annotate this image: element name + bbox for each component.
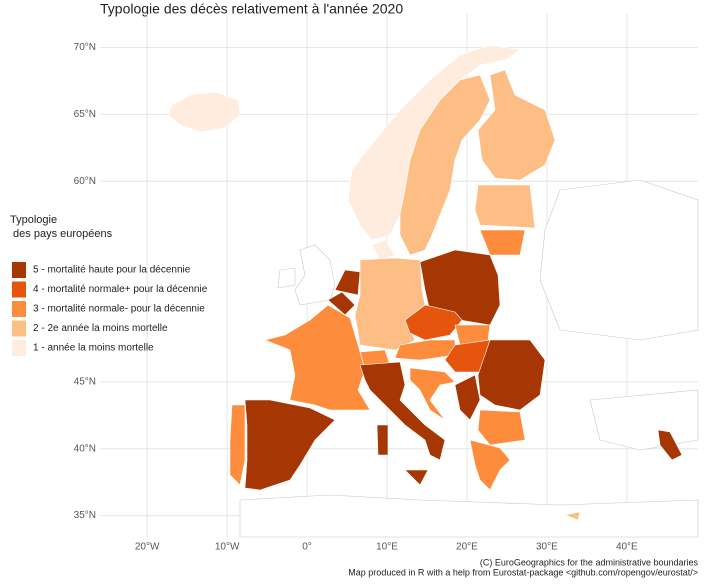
country-outline (539, 179, 699, 341)
country-outline (294, 244, 336, 306)
x-tick-label: 30°E (536, 542, 558, 553)
country (563, 511, 581, 521)
country (404, 469, 429, 486)
country (419, 249, 501, 326)
country (474, 184, 536, 229)
legend-label: 4 - mortalité normale+ pour la décennie (33, 284, 208, 295)
legend-title: des pays européens (10, 228, 113, 240)
country-outline (277, 267, 296, 289)
map-layer (100, 14, 699, 538)
country (264, 304, 371, 411)
country (371, 239, 396, 261)
country (354, 257, 426, 351)
country (327, 291, 356, 316)
legend-label: 1 - année la moins mortelle (33, 343, 154, 354)
y-tick-label: 65°N (74, 109, 96, 120)
country (167, 91, 241, 133)
legend-label: 2 - 2e année la moins mortelle (33, 323, 168, 334)
caption: (C) EuroGeographics for the administrati… (480, 557, 699, 567)
y-tick-label: 70°N (74, 42, 96, 53)
country (334, 269, 361, 296)
caption: Map produced in R with a help from Euros… (348, 567, 698, 577)
legend-label: 5 - mortalité haute pour la décennie (33, 265, 191, 276)
legend-swatch (12, 320, 26, 337)
y-tick-label: 35°N (74, 510, 96, 521)
country (479, 229, 526, 256)
country (376, 424, 389, 456)
map-title: Typologie des décès relativement à l'ann… (100, 1, 403, 17)
country (359, 361, 446, 461)
x-tick-label: 10°E (376, 542, 398, 553)
country (399, 74, 491, 256)
country (454, 374, 481, 421)
country (477, 339, 546, 411)
x-tick-label: 20°W (135, 542, 160, 553)
legend-label: 3 - mortalité normale- pour la décennie (33, 304, 205, 315)
x-tick-label: 20°E (456, 542, 478, 553)
legend-title: Typologie (10, 214, 57, 226)
country (657, 429, 683, 461)
country (477, 409, 526, 446)
y-tick-label: 40°N (74, 443, 96, 454)
country-outline (239, 494, 699, 538)
country (244, 399, 336, 491)
country (409, 367, 456, 421)
legend-swatch (12, 262, 26, 278)
x-tick-label: 40°E (616, 542, 638, 553)
country (469, 439, 511, 491)
country-outline (589, 389, 699, 451)
country (229, 404, 246, 486)
country (477, 69, 556, 181)
y-tick-label: 60°N (74, 176, 96, 187)
y-tick-label: 45°N (74, 376, 96, 387)
legend-swatch (12, 301, 26, 317)
x-tick-label: 0° (302, 542, 312, 553)
legend-swatch (12, 340, 26, 356)
x-tick-label: 10°W (215, 542, 240, 553)
legend-swatch (12, 281, 26, 298)
